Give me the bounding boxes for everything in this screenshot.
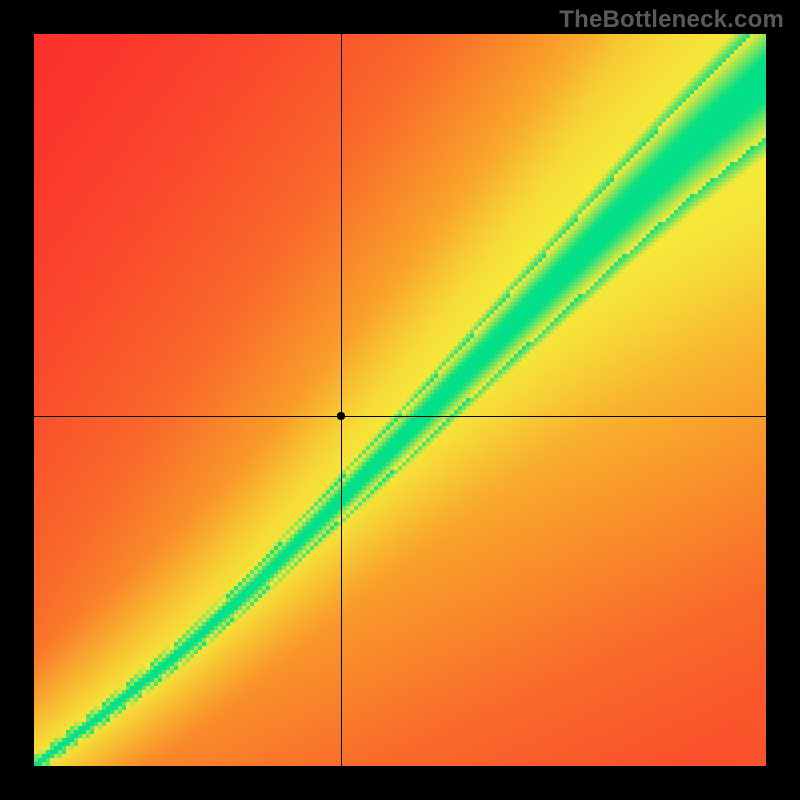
watermark-text: TheBottleneck.com — [559, 6, 784, 34]
heatmap-canvas — [34, 34, 766, 766]
heatmap-plot — [34, 34, 766, 766]
chart-container: TheBottleneck.com — [0, 0, 800, 800]
